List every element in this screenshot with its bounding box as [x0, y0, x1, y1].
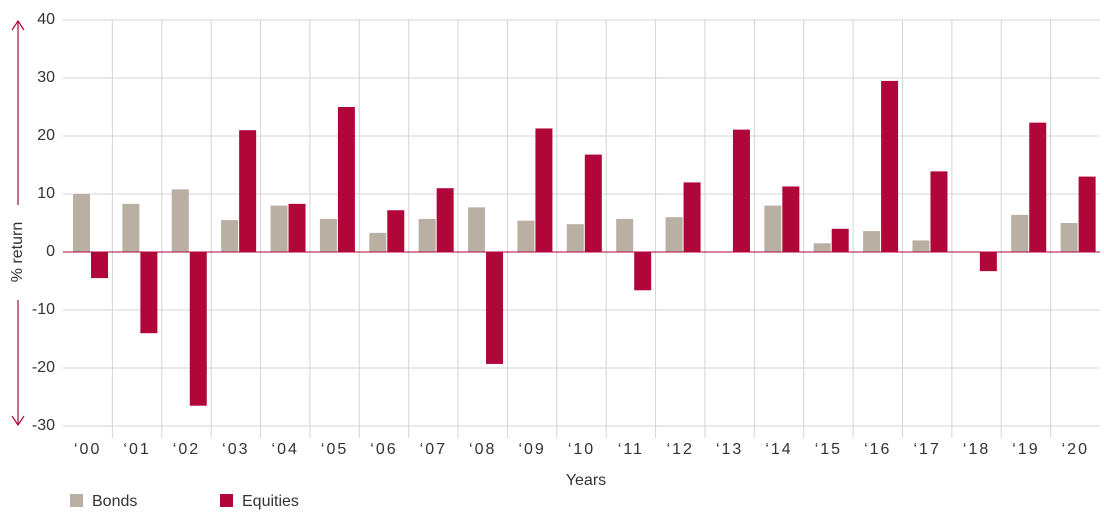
x-tick-label: ‘06 [370, 441, 397, 458]
bar [782, 186, 800, 252]
x-tick-label: ‘16 [864, 441, 891, 458]
y-tick-label: -10 [32, 301, 55, 318]
x-tick-label: ‘14 [765, 441, 792, 458]
y-tick-label: -30 [32, 417, 55, 434]
x-tick-label: ‘02 [173, 441, 200, 458]
x-tick-label: ‘07 [420, 441, 447, 458]
x-tick-label: ‘09 [518, 441, 545, 458]
bar [517, 220, 535, 252]
bar [584, 154, 602, 252]
bar [1078, 176, 1096, 252]
bar [634, 252, 652, 291]
bar [732, 129, 750, 252]
bar [486, 252, 504, 364]
y-axis-label: % return [9, 222, 26, 282]
bar [683, 182, 701, 252]
bar [616, 218, 634, 252]
bar [418, 218, 436, 252]
bar [535, 128, 553, 252]
x-tick-label: ‘15 [815, 441, 842, 458]
bar [468, 207, 486, 252]
y-tick-label: 10 [37, 185, 55, 202]
bar [239, 130, 257, 252]
x-tick-label: ‘13 [716, 441, 743, 458]
bar [73, 194, 90, 252]
bar [813, 243, 831, 252]
bar [221, 220, 239, 252]
bar [122, 203, 140, 252]
bar [831, 228, 849, 252]
x-tick-label: ‘19 [1012, 441, 1039, 458]
bar [171, 189, 189, 252]
x-tick-label: ‘03 [222, 441, 249, 458]
y-tick-label: 30 [37, 69, 55, 86]
x-tick-label: ‘18 [963, 441, 990, 458]
legend-swatch [70, 494, 83, 507]
legend-swatch [220, 494, 233, 507]
legend-label: Equities [242, 493, 299, 510]
y-tick-label: 0 [46, 243, 55, 260]
bar [1029, 122, 1047, 252]
x-tick-label: ‘11 [618, 441, 644, 458]
x-tick-label: ‘04 [272, 441, 299, 458]
bar [764, 205, 782, 252]
x-tick-label: ‘01 [123, 441, 150, 458]
x-axis-label: Years [566, 472, 606, 489]
bar [863, 231, 881, 252]
bar [387, 210, 405, 252]
x-tick-label: ‘12 [667, 441, 694, 458]
bar [566, 224, 584, 252]
x-tick-label: ‘17 [913, 441, 940, 458]
y-tick-label: 20 [37, 127, 55, 144]
bar [337, 107, 355, 252]
x-tick-label: ‘10 [568, 441, 595, 458]
y-tick-label: 40 [37, 11, 55, 28]
bar [319, 218, 337, 252]
bar [140, 252, 158, 334]
bar [1011, 214, 1029, 252]
bar [881, 80, 899, 253]
bar [979, 252, 997, 272]
x-tick-label: ‘00 [74, 441, 101, 458]
y-tick-label: -20 [32, 359, 55, 376]
bar [665, 217, 683, 252]
bar [369, 232, 387, 252]
bar [436, 188, 454, 252]
bar [912, 240, 930, 252]
legend-label: Bonds [92, 493, 137, 510]
x-tick-label: ‘08 [469, 441, 496, 458]
bar [288, 203, 306, 252]
x-tick-label: ‘20 [1062, 441, 1089, 458]
bar [91, 252, 108, 279]
bar [270, 205, 288, 252]
x-tick-label: ‘05 [321, 441, 348, 458]
bar [1060, 223, 1078, 252]
y-axis-arrow [11, 19, 25, 427]
bar [189, 252, 207, 406]
bar [930, 171, 948, 252]
